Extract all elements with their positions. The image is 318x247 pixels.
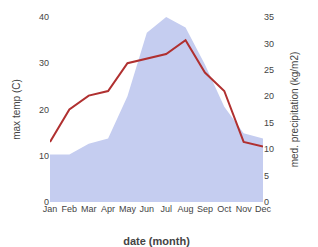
- svg-text:May: May: [119, 204, 137, 214]
- svg-text:10: 10: [264, 144, 274, 154]
- svg-text:0: 0: [264, 197, 269, 207]
- svg-text:0: 0: [44, 197, 49, 207]
- svg-text:20: 20: [264, 91, 274, 101]
- svg-text:20: 20: [39, 105, 49, 115]
- svg-text:Aug: Aug: [178, 204, 194, 214]
- svg-text:Dec: Dec: [255, 204, 272, 214]
- svg-text:Apr: Apr: [101, 204, 115, 214]
- svg-text:Jul: Jul: [160, 204, 172, 214]
- svg-text:35: 35: [264, 12, 274, 22]
- svg-text:Jun: Jun: [140, 204, 155, 214]
- svg-text:Jan: Jan: [43, 204, 58, 214]
- svg-text:date (month): date (month): [123, 235, 190, 247]
- svg-text:15: 15: [264, 118, 274, 128]
- svg-text:5: 5: [264, 171, 269, 181]
- svg-text:10: 10: [39, 151, 49, 161]
- svg-text:30: 30: [264, 39, 274, 49]
- svg-text:Sep: Sep: [197, 204, 213, 214]
- svg-text:40: 40: [39, 12, 49, 22]
- svg-text:Feb: Feb: [62, 204, 78, 214]
- svg-text:med. precipitation (kg/m2): med. precipitation (kg/m2): [289, 52, 300, 168]
- svg-text:Mar: Mar: [81, 204, 97, 214]
- svg-text:30: 30: [39, 58, 49, 68]
- svg-text:max temp (C): max temp (C): [11, 79, 22, 140]
- svg-text:Oct: Oct: [217, 204, 232, 214]
- svg-text:25: 25: [264, 65, 274, 75]
- svg-text:Nov: Nov: [236, 204, 253, 214]
